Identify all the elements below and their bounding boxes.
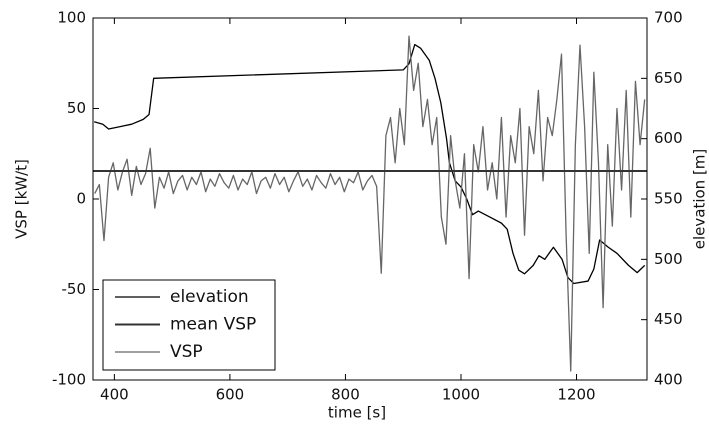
x-axis-label: time [s] [328,404,386,422]
y2-tick-label: 700 [654,9,683,27]
y2-tick-label: 650 [654,69,683,87]
y2-tick-label: 450 [654,310,683,328]
y2-tick-label: 600 [654,129,683,147]
legend-label: mean VSP [170,315,256,335]
y-tick-label: 0 [76,190,86,208]
x-tick-label: 1000 [442,386,480,404]
legend-label: elevation [170,287,249,307]
x-tick-label: 1200 [557,386,595,404]
plot-frame [92,17,648,381]
y-axis-label: VSP [kW/t] [13,159,31,239]
y2-axis-label: elevation [m] [691,149,709,250]
series-line [94,35,646,372]
y2-tick-label: 500 [654,250,683,268]
x-tick-label: 600 [216,386,245,404]
y2-tick-label: 550 [654,190,683,208]
y-tick-label: -100 [52,371,86,389]
x-tick-label: 400 [100,386,129,404]
y2-tick-label: 400 [654,371,683,389]
y-tick-label: 100 [57,9,86,27]
y-tick-label: 50 [67,99,86,117]
y-tick-label: -50 [62,280,87,298]
x-tick-label: 800 [331,386,360,404]
legend-label: VSP [170,342,203,362]
series-line [93,43,646,285]
